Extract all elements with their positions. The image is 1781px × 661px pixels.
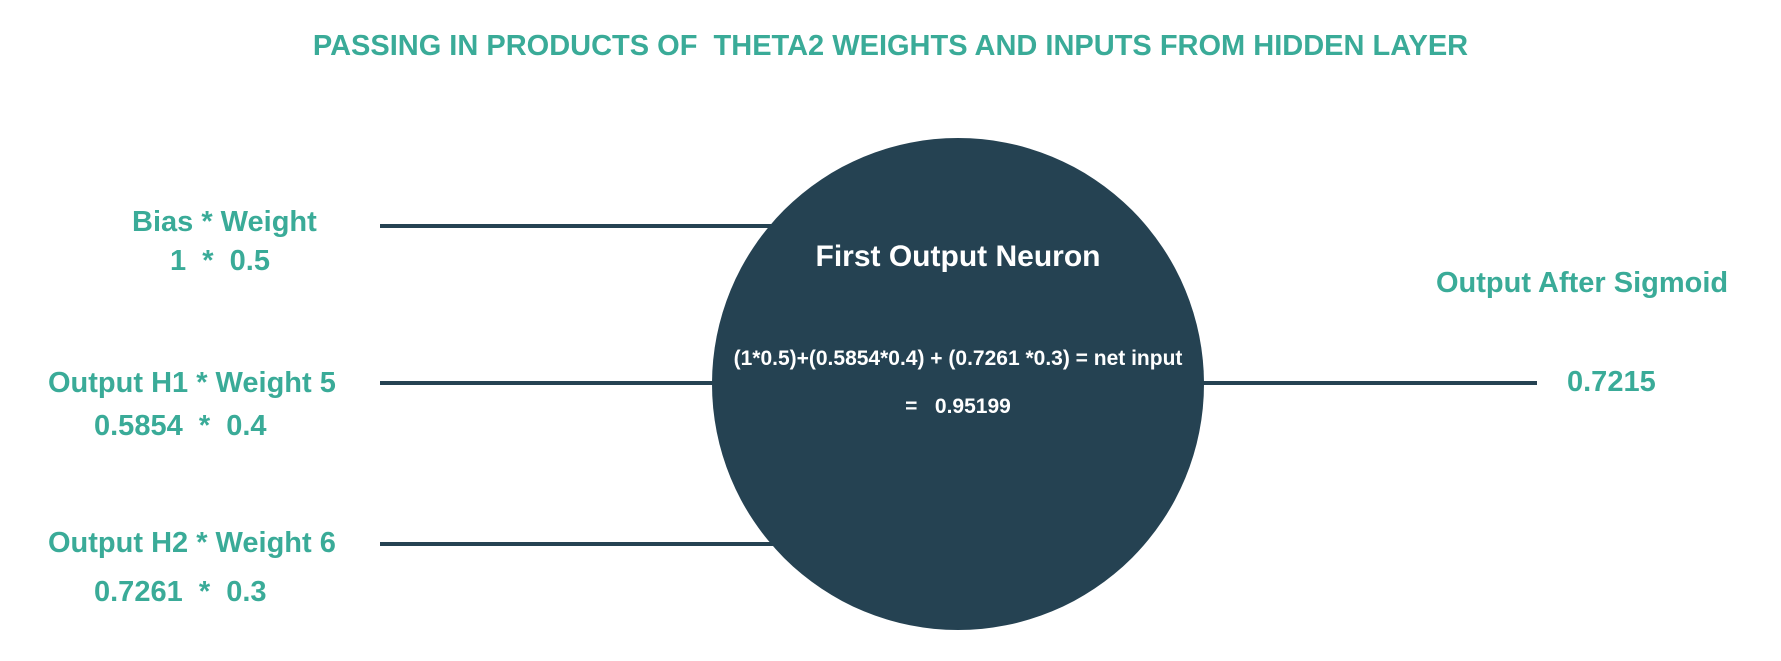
- h1-label: Output H1 * Weight 5: [48, 367, 336, 399]
- neuron-title: First Output Neuron: [815, 240, 1101, 273]
- output-value: 0.7215: [1567, 366, 1656, 398]
- h2-value: 0.7261 * 0.3: [94, 576, 267, 608]
- h2-label: Output H2 * Weight 6: [48, 527, 336, 559]
- bias-connection-line: [380, 224, 780, 228]
- h1-connection-line: [380, 381, 780, 385]
- neuron-equation: (1*0.5)+(0.5854*0.4) + (0.7261 *0.3) = n…: [733, 347, 1183, 370]
- output-label: Output After Sigmoid: [1436, 267, 1729, 299]
- bias-value: 1 * 0.5: [170, 245, 270, 277]
- h2-connection-line: [380, 542, 780, 546]
- neuron-result: = 0.95199: [905, 395, 1011, 418]
- h1-value: 0.5854 * 0.4: [94, 410, 267, 442]
- page-title: PASSING IN PRODUCTS OF THETA2 WEIGHTS AN…: [312, 30, 1469, 62]
- bias-label: Bias * Weight: [132, 206, 317, 238]
- output-neuron-circle: [712, 138, 1204, 630]
- output-connection-line: [1150, 381, 1537, 385]
